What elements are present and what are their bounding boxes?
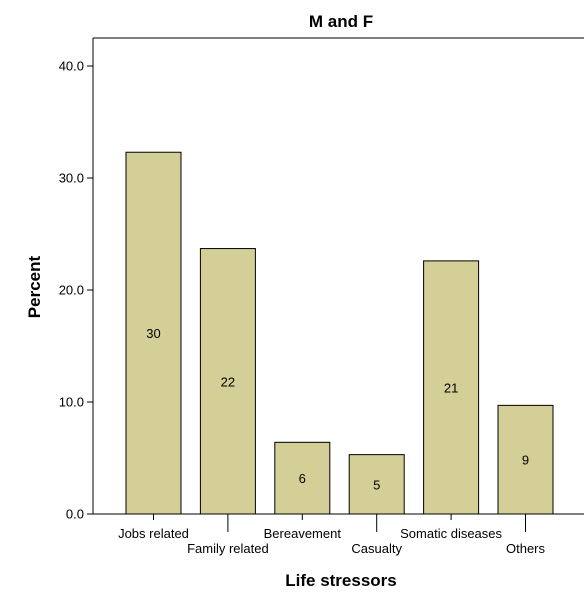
y-tick-label: 0.0 bbox=[66, 507, 84, 522]
bar-data-label: 6 bbox=[299, 471, 306, 486]
x-tick-label: Somatic diseases bbox=[400, 526, 502, 541]
bar bbox=[423, 260, 480, 515]
x-tick-label: Bereavement bbox=[264, 526, 342, 541]
x-tick-label: Jobs related bbox=[118, 526, 189, 541]
y-axis-title: Percent bbox=[25, 255, 44, 318]
x-axis-title: Life stressors bbox=[285, 571, 397, 590]
bar bbox=[199, 248, 256, 515]
bars: 30 22 6 5 21 9 bbox=[125, 151, 554, 515]
bar bbox=[274, 441, 331, 515]
bar-data-label: 5 bbox=[373, 477, 380, 492]
y-tick-label: 10.0 bbox=[59, 395, 84, 410]
y-tick-label: 30.0 bbox=[59, 171, 84, 186]
bar-data-label: 21 bbox=[444, 380, 458, 395]
bar bbox=[348, 454, 405, 515]
bar bbox=[497, 404, 554, 515]
x-tick-label: Family related bbox=[187, 541, 269, 556]
y-axis: 0.0 10.0 20.0 30.0 40.0 bbox=[59, 59, 93, 522]
y-tick-label: 40.0 bbox=[59, 59, 84, 74]
y-tick-label: 20.0 bbox=[59, 283, 84, 298]
x-tick-label: Others bbox=[506, 541, 546, 556]
bar-data-label: 30 bbox=[146, 326, 160, 341]
chart-title: M and F bbox=[309, 12, 373, 31]
bar-data-label: 22 bbox=[221, 374, 235, 389]
x-tick-label: Casualty bbox=[351, 541, 402, 556]
bar-data-label: 9 bbox=[522, 453, 529, 468]
bar bbox=[125, 151, 182, 515]
